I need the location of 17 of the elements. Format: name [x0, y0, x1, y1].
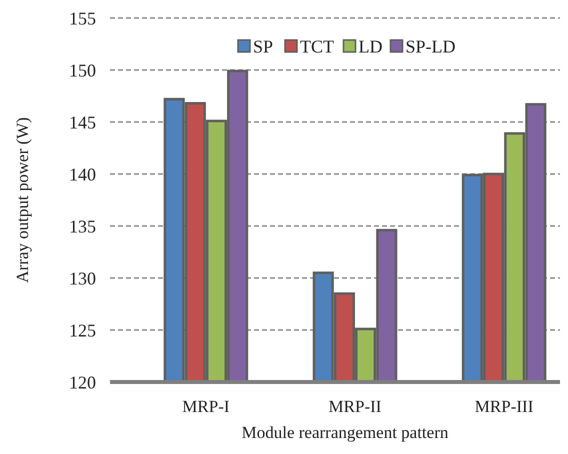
- legend-label: SP: [253, 36, 274, 56]
- x-axis-title: Module rearrangement pattern: [242, 423, 449, 442]
- legend-label: LD: [358, 36, 382, 56]
- y-tick-label: 125: [69, 320, 96, 340]
- legend-label: TCT: [300, 36, 334, 56]
- x-tick-label: MRP-III: [474, 397, 534, 416]
- y-tick-label: 145: [69, 112, 96, 132]
- y-tick-label: 135: [69, 216, 96, 236]
- x-tick-label: MRP-I: [182, 397, 230, 416]
- y-tick-label: 120: [69, 372, 96, 392]
- y-axis-title: Array output power (W): [13, 117, 32, 283]
- y-tick-label: 150: [69, 60, 96, 80]
- x-tick-label: MRP-II: [328, 397, 382, 416]
- y-tick-label: 155: [69, 8, 96, 28]
- y-tick-label: 130: [69, 268, 96, 288]
- y-tick-label: 140: [69, 164, 96, 184]
- legend-label: SP-LD: [406, 36, 456, 56]
